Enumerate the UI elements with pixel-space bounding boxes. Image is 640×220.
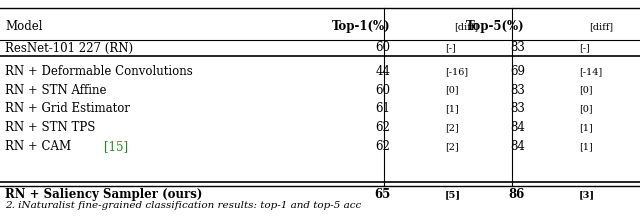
- Text: 61: 61: [376, 102, 390, 116]
- Text: [0]: [0]: [579, 104, 593, 113]
- Text: RN + CAM: RN + CAM: [5, 140, 75, 153]
- Text: [1]: [1]: [579, 123, 593, 132]
- Text: [2]: [2]: [445, 123, 458, 132]
- Text: [3]: [3]: [579, 190, 595, 199]
- Text: 60: 60: [376, 41, 390, 55]
- Text: 44: 44: [376, 65, 390, 78]
- Text: [2]: [2]: [445, 142, 458, 151]
- Text: 83: 83: [510, 84, 525, 97]
- Text: 62: 62: [376, 121, 390, 134]
- Text: Top-1(%): Top-1(%): [332, 20, 390, 33]
- Text: [diff]: [diff]: [454, 22, 479, 31]
- Text: RN + STN Affine: RN + STN Affine: [5, 84, 107, 97]
- Text: [1]: [1]: [579, 142, 593, 151]
- Text: 65: 65: [374, 188, 390, 201]
- Text: [-16]: [-16]: [445, 67, 468, 76]
- Text: 2. iNaturalist fine-grained classification results: top-1 and top-5 acc: 2. iNaturalist fine-grained classificati…: [5, 201, 362, 210]
- Text: [diff]: [diff]: [589, 22, 613, 31]
- Text: RN + STN TPS: RN + STN TPS: [5, 121, 95, 134]
- Text: [0]: [0]: [579, 86, 593, 95]
- Text: [0]: [0]: [445, 86, 458, 95]
- Text: [1]: [1]: [445, 104, 458, 113]
- Text: [-]: [-]: [579, 44, 590, 52]
- Text: 69: 69: [510, 65, 525, 78]
- Text: Model: Model: [5, 20, 43, 33]
- Text: 84: 84: [510, 140, 525, 153]
- Text: 84: 84: [510, 121, 525, 134]
- Text: [-]: [-]: [445, 44, 456, 52]
- Text: ResNet-101 227 (RN): ResNet-101 227 (RN): [5, 41, 133, 55]
- Text: RN + Saliency Sampler (ours): RN + Saliency Sampler (ours): [5, 188, 202, 201]
- Text: 83: 83: [510, 41, 525, 55]
- Text: 83: 83: [510, 102, 525, 116]
- Text: [5]: [5]: [445, 190, 461, 199]
- Text: 86: 86: [509, 188, 525, 201]
- Text: RN + Deformable Convolutions: RN + Deformable Convolutions: [5, 65, 193, 78]
- Text: 62: 62: [376, 140, 390, 153]
- Text: [15]: [15]: [104, 140, 129, 153]
- Text: [-14]: [-14]: [579, 67, 602, 76]
- Text: RN + Grid Estimator: RN + Grid Estimator: [5, 102, 130, 116]
- Text: 60: 60: [376, 84, 390, 97]
- Text: Top-5(%): Top-5(%): [466, 20, 525, 33]
